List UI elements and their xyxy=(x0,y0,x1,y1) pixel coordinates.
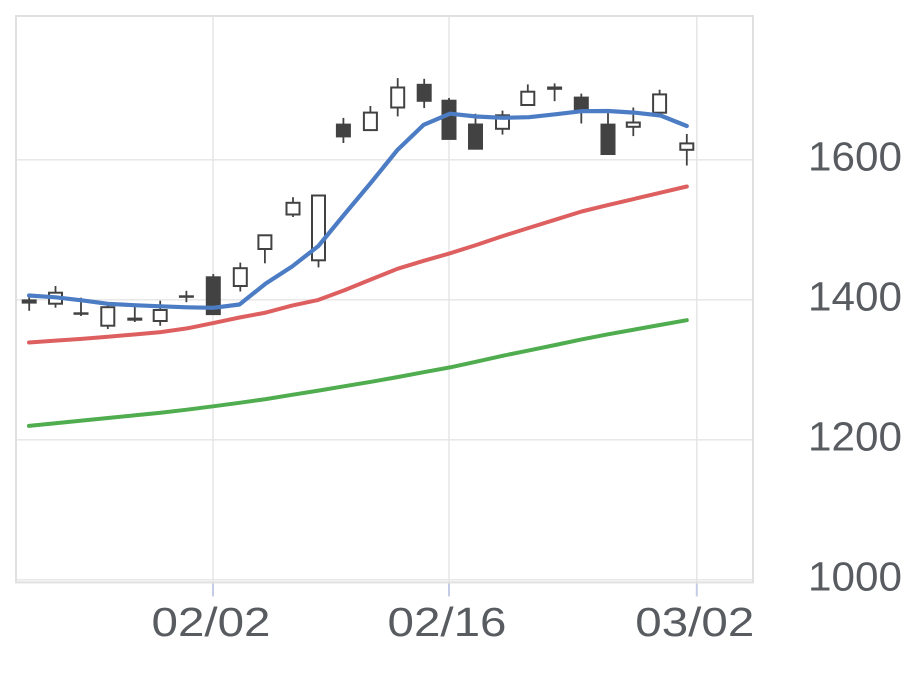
svg-text:02/16: 02/16 xyxy=(388,599,507,645)
svg-text:02/02: 02/02 xyxy=(152,599,271,645)
svg-text:1400: 1400 xyxy=(808,273,902,319)
svg-text:1200: 1200 xyxy=(808,413,902,459)
svg-text:1000: 1000 xyxy=(808,553,902,599)
svg-text:03/02: 03/02 xyxy=(635,599,754,645)
svg-text:1600: 1600 xyxy=(808,133,902,179)
